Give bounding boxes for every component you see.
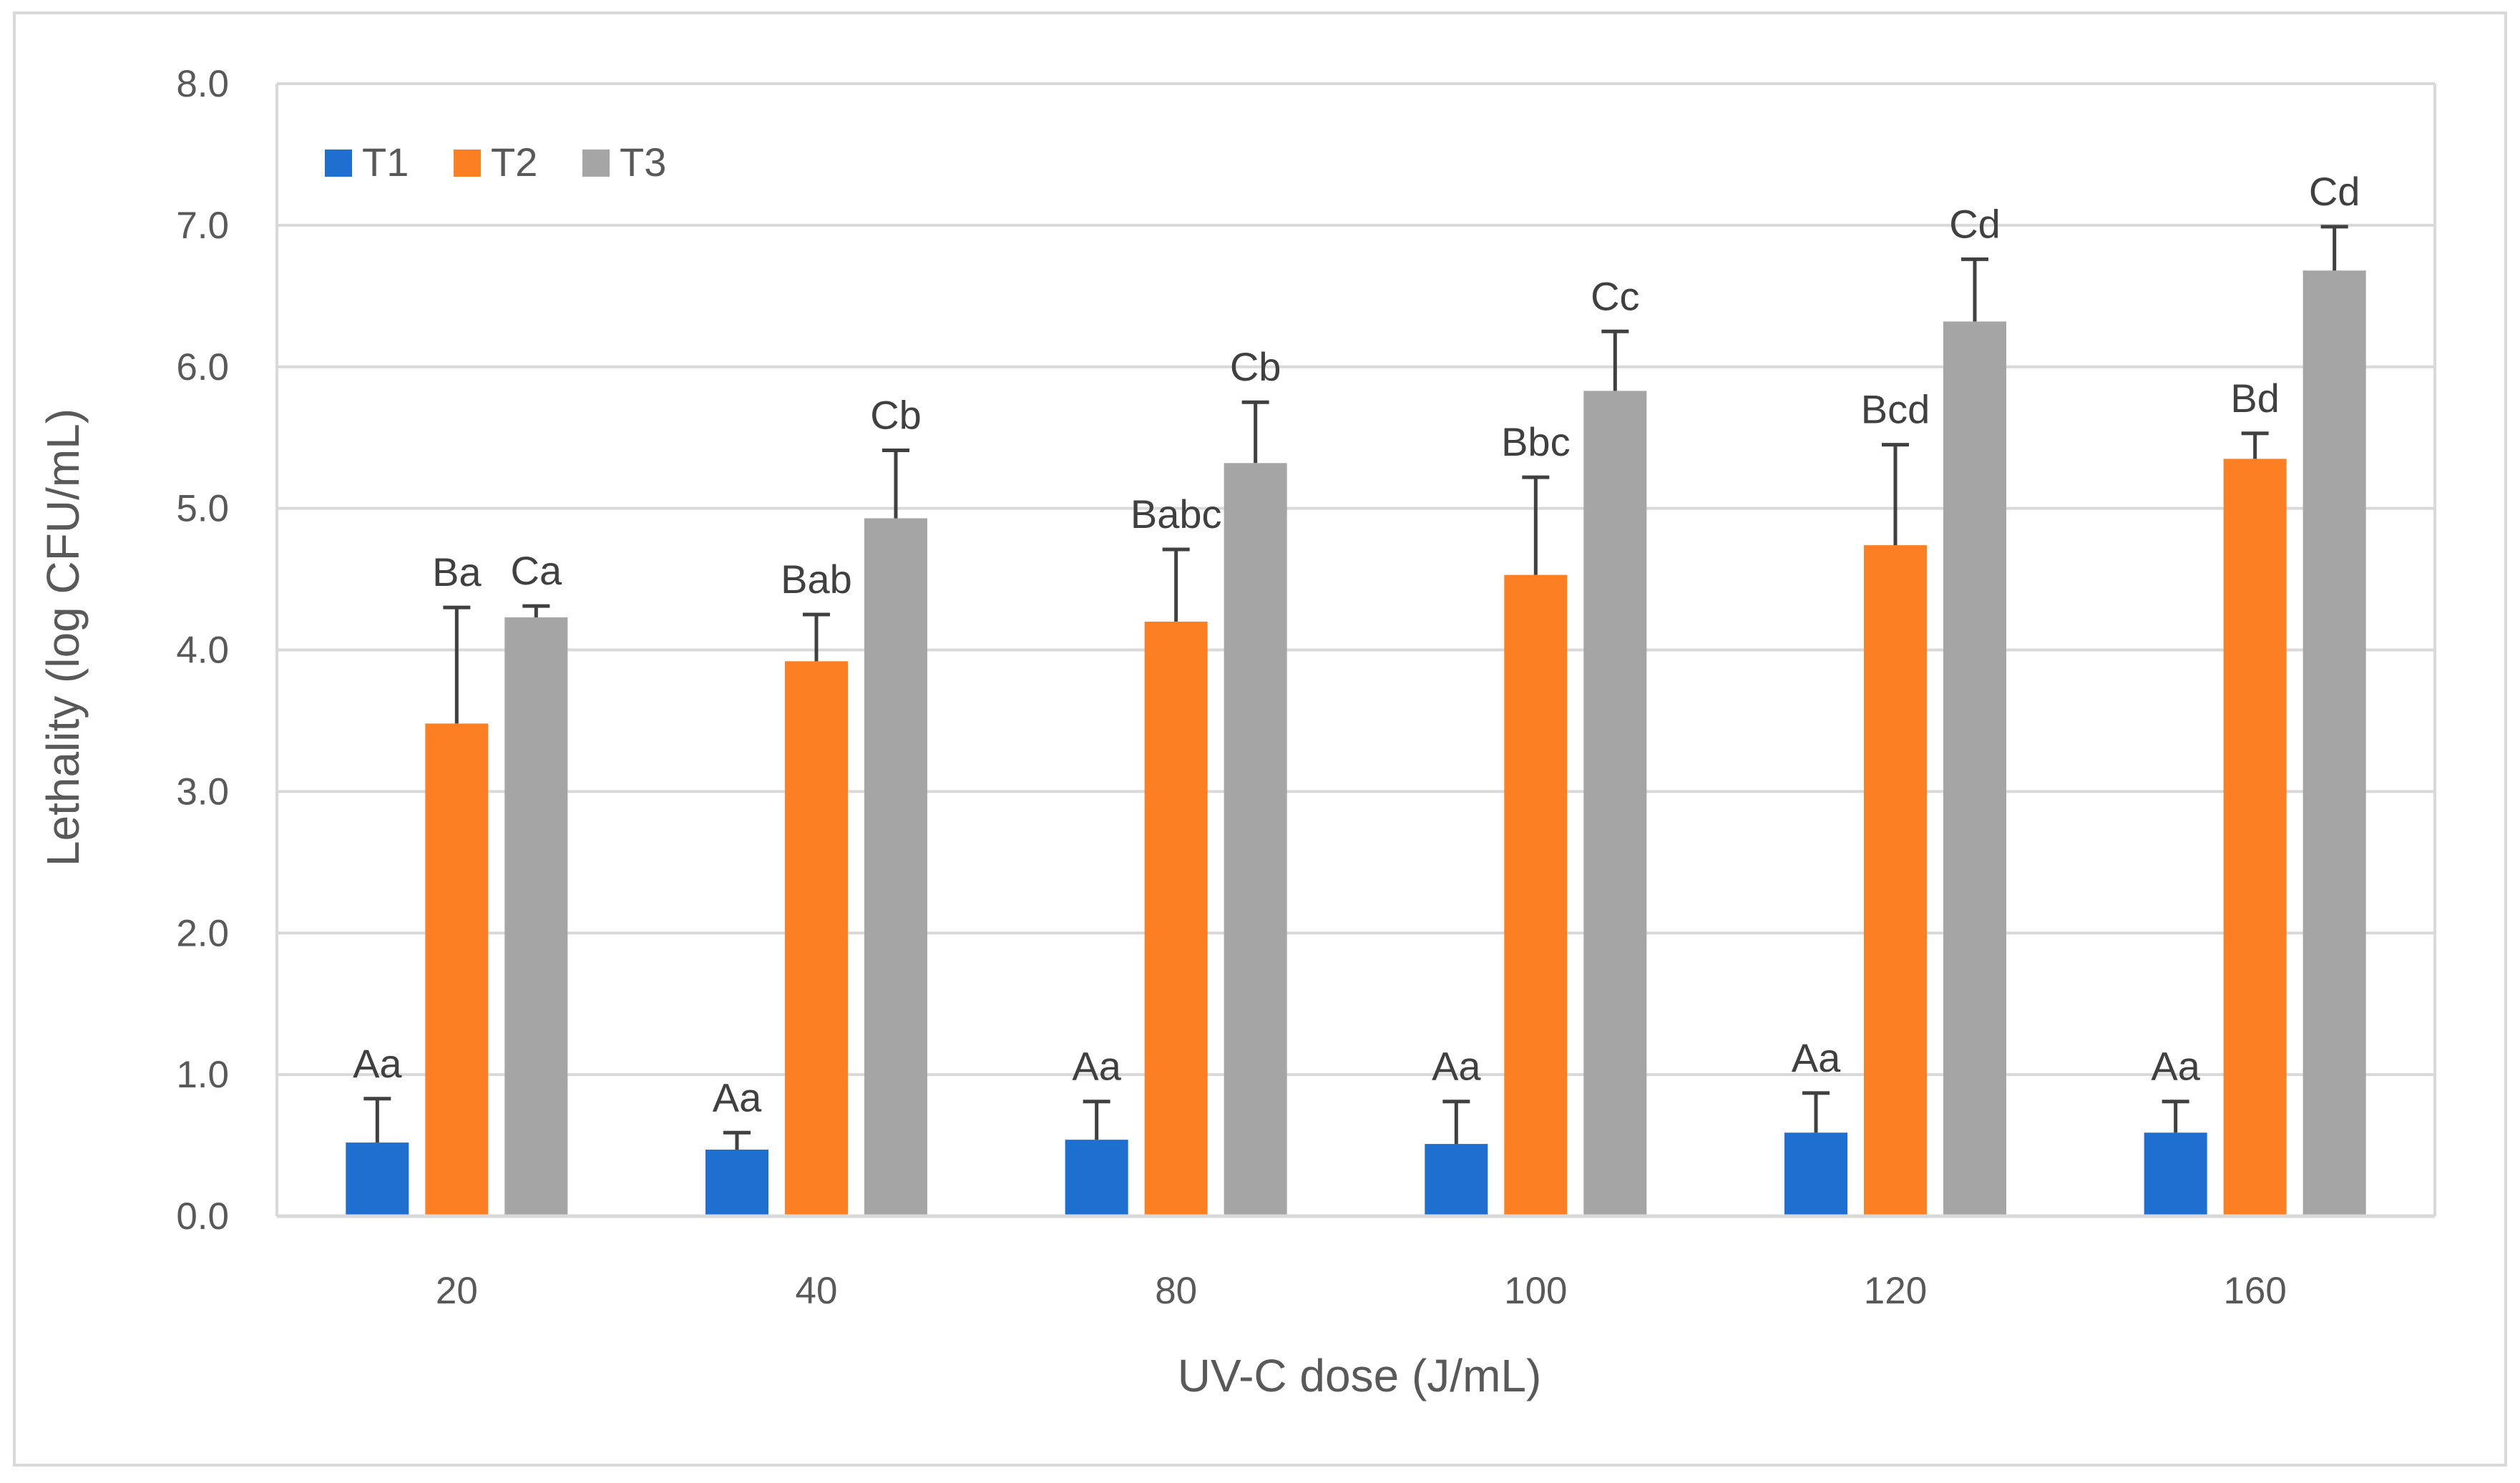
legend-label: T2 [491, 140, 537, 185]
x-tick-label: 100 [1504, 1270, 1567, 1312]
bar-t2 [785, 661, 848, 1216]
legend-label: T3 [620, 140, 666, 185]
bar-t2 [2223, 459, 2287, 1216]
bar-data-label: Cd [2309, 169, 2360, 214]
y-axis-title: Lethality (log CFU/mL) [37, 408, 89, 866]
bar-data-label: Aa [713, 1075, 762, 1120]
bar-labels: Aa Ba Ca Aa Bab Cb Aa Babc Cb Aa Bbc Cc Aa Bcd Cd Aa Bd C… [353, 169, 2360, 1120]
y-tick-label: 5.0 [176, 488, 229, 530]
bar-data-label: Ca [511, 548, 562, 593]
x-tick-label: 20 [436, 1270, 478, 1312]
bar-t3 [504, 617, 568, 1216]
bar-t3 [1224, 463, 1287, 1217]
x-tick-label: 120 [1864, 1270, 1927, 1312]
bar-data-label: Bab [781, 557, 852, 602]
legend: T1 T2 T3 [325, 140, 666, 185]
bar-t1 [1784, 1132, 1847, 1216]
bar-t1 [705, 1149, 768, 1216]
bar-data-label: Babc [1130, 491, 1222, 537]
x-tick-label: 80 [1155, 1270, 1197, 1312]
bar-t1 [1065, 1140, 1128, 1216]
legend-swatch-t3 [582, 150, 610, 177]
bar-data-label: Aa [2151, 1044, 2200, 1089]
bar-data-label: Aa [1792, 1035, 1841, 1080]
bar-data-label: Aa [1072, 1044, 1121, 1089]
bar-data-label: Cb [870, 392, 922, 437]
bar-t3 [2302, 270, 2366, 1216]
bar-data-label: Aa [1432, 1044, 1481, 1089]
y-tick-label: 0.0 [176, 1195, 229, 1238]
bar-t1 [346, 1142, 409, 1216]
bar-data-label: Cd [1949, 201, 2001, 246]
axes: 0.0 1.0 2.0 3.0 4.0 5.0 6.0 7.0 8.0 20 40 80 100 120 1… [176, 63, 2435, 1312]
bar-t2 [1144, 621, 1208, 1216]
bar-t3 [1583, 391, 1647, 1217]
bar-t1 [1425, 1144, 1488, 1216]
bar-t1 [2144, 1132, 2207, 1216]
bar-t2 [425, 723, 489, 1216]
bar-data-label: Aa [353, 1041, 402, 1086]
x-tick-label: 40 [796, 1270, 838, 1312]
bar-data-label: Bcd [1861, 387, 1930, 432]
bar-data-label: Bd [2230, 376, 2280, 421]
bar-t2 [1864, 545, 1927, 1216]
legend-swatch-t2 [454, 150, 481, 177]
bars [346, 225, 2366, 1217]
y-tick-label: 7.0 [176, 205, 229, 247]
bar-t2 [1504, 574, 1568, 1216]
legend-swatch-t1 [325, 150, 352, 177]
bar-data-label: Bbc [1501, 419, 1571, 464]
x-tick-label: 160 [2223, 1270, 2286, 1312]
x-axis-title: UV-C dose (J/mL) [1178, 1350, 1542, 1401]
legend-label: T1 [362, 140, 409, 185]
bar-data-label: Cc [1591, 273, 1639, 318]
bar-data-label: Cb [1230, 344, 1281, 389]
y-tick-label: 2.0 [176, 912, 229, 954]
y-tick-label: 3.0 [176, 770, 229, 813]
y-tick-label: 4.0 [176, 630, 229, 672]
y-tick-label: 1.0 [176, 1054, 229, 1096]
y-tick-label: 8.0 [176, 63, 229, 105]
y-tick-label: 6.0 [176, 346, 229, 388]
bar-t3 [1943, 321, 2006, 1217]
bar-t3 [864, 518, 927, 1216]
bar-data-label: Ba [432, 549, 482, 594]
